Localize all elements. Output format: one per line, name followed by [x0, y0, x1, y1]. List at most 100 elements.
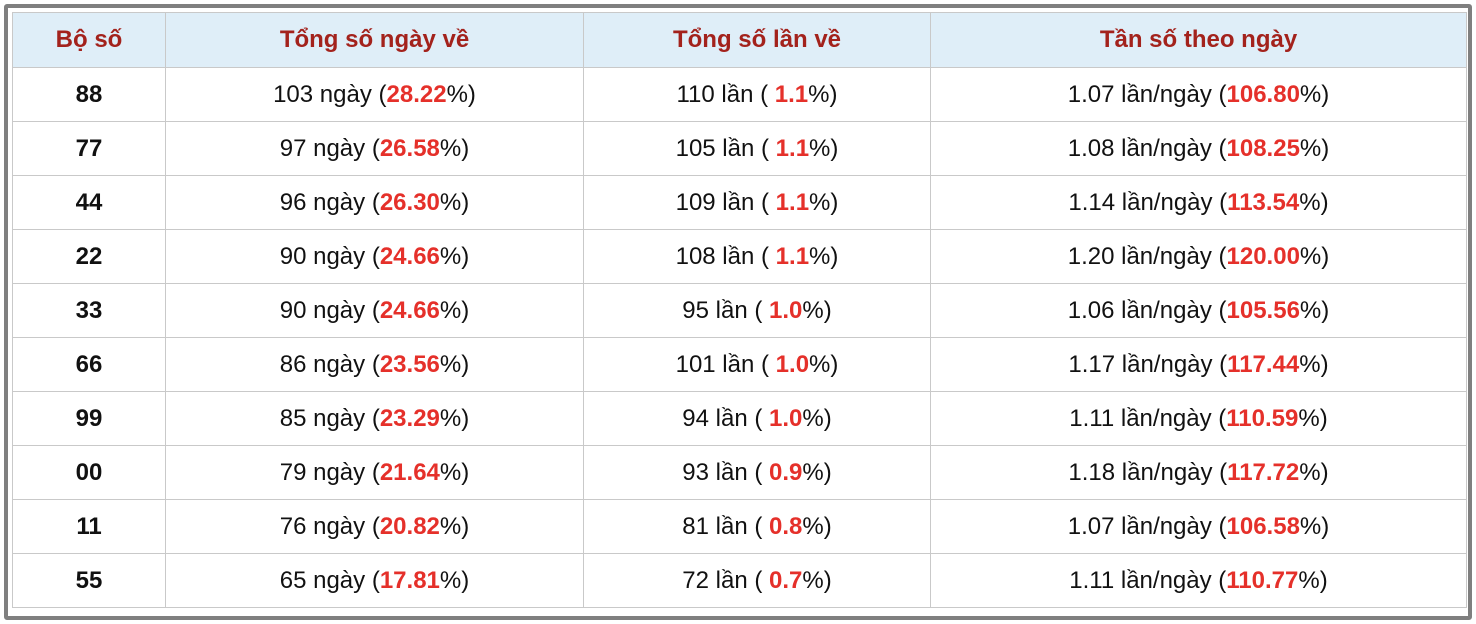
cell-text: %): [809, 350, 839, 378]
cell-text: 90 ngày (: [279, 242, 380, 270]
cell-text: 105 lần (: [675, 134, 776, 162]
times-cell: 81 lần ( 0.8%): [583, 499, 931, 554]
number-set: 66: [12, 337, 166, 392]
cell-text: 1.07 lần/ngày (: [1067, 512, 1227, 540]
column-header: Tần số theo ngày: [930, 12, 1467, 68]
highlight-value: 1.1: [774, 80, 809, 108]
cell-text: 93 lần (: [682, 458, 769, 486]
number-set: 22: [12, 229, 166, 284]
cell-text: %): [439, 458, 470, 486]
cell-text: %): [439, 296, 470, 324]
stats-table: Bộ số Tổng số ngày về Tổng số lần về Tần số…: [12, 12, 1467, 608]
cell-text: 1.11 lần/ngày (: [1069, 566, 1227, 594]
cell-text: %): [802, 512, 832, 540]
times-cell: 93 lần ( 0.9%): [583, 445, 931, 500]
freq-cell: 1.14 lần/ngày (113.54%): [930, 175, 1467, 230]
column-header: Bộ số: [12, 12, 166, 68]
number-set: 99: [12, 391, 166, 446]
freq-cell: 1.18 lần/ngày (117.72%): [930, 445, 1467, 500]
cell-text: 108 lần (: [675, 242, 776, 270]
highlight-value: 23.56: [379, 350, 440, 378]
cell-text: 1.08 lần/ngày (: [1067, 134, 1227, 162]
highlight-value: 1.1: [775, 134, 810, 162]
cell-text: %): [439, 350, 470, 378]
times-cell: 101 lần ( 1.0%): [583, 337, 931, 392]
table-row: 00 79 ngày (21.64%) 93 lần ( 0.9%) 1.18 lần…: [12, 445, 1467, 500]
cell-text: 1.06 lần/ngày (: [1067, 296, 1227, 324]
number-set: 77: [12, 121, 166, 176]
cell-text: %): [809, 242, 839, 270]
days-cell: 79 ngày (21.64%): [165, 445, 584, 500]
table-row: 77 97 ngày (26.58%) 105 lần ( 1.1%) 1.08 lầ…: [12, 121, 1467, 176]
table-row: 22 90 ngày (24.66%) 108 lần ( 1.1%) 1.20 lầ…: [12, 229, 1467, 284]
cell-text: 1.07 lần/ngày (: [1067, 80, 1227, 108]
times-cell: 105 lần ( 1.1%): [583, 121, 931, 176]
number-set: 00: [12, 445, 166, 500]
column-header: Tổng số ngày về: [165, 12, 584, 68]
freq-cell: 1.11 lần/ngày (110.77%): [930, 553, 1467, 608]
table-row: 99 85 ngày (23.29%) 94 lần ( 1.0%) 1.11 lần…: [12, 391, 1467, 446]
cell-text: %): [809, 188, 839, 216]
highlight-value: 106.58: [1226, 512, 1300, 540]
times-cell: 109 lần ( 1.1%): [583, 175, 931, 230]
days-cell: 85 ngày (23.29%): [165, 391, 584, 446]
highlight-value: 110.59: [1226, 404, 1299, 432]
cell-text: 94 lần (: [682, 404, 769, 432]
cell-text: %): [1298, 566, 1328, 594]
highlight-value: 1.0: [769, 404, 803, 432]
cell-text: 95 lần (: [682, 296, 769, 324]
cell-text: %): [1299, 512, 1330, 540]
number-set: 44: [12, 175, 166, 230]
table-body: 88 103 ngày (28.22%) 110 lần ( 1.1%) 1.07 l…: [12, 67, 1467, 608]
table-row: 55 65 ngày (17.81%) 72 lần ( 0.7%) 1.11 lần…: [12, 553, 1467, 608]
header-row: Bộ số Tổng số ngày về Tổng số lần về Tần số…: [12, 12, 1467, 68]
highlight-value: 21.64: [379, 458, 440, 486]
cell-text: %): [439, 512, 470, 540]
highlight-value: 120.00: [1226, 242, 1300, 270]
cell-text: 110 lần (: [676, 80, 775, 108]
cell-text: 1.14 lần/ngày (: [1068, 188, 1228, 216]
cell-text: 72 lần (: [682, 566, 769, 594]
cell-text: %): [1299, 350, 1329, 378]
highlight-value: 1.1: [775, 242, 810, 270]
highlight-value: 26.58: [379, 134, 440, 162]
cell-text: %): [802, 566, 832, 594]
times-cell: 108 lần ( 1.1%): [583, 229, 931, 284]
freq-cell: 1.06 lần/ngày (105.56%): [930, 283, 1467, 338]
cell-text: %): [802, 404, 832, 432]
cell-text: 76 ngày (: [279, 512, 380, 540]
freq-cell: 1.07 lần/ngày (106.58%): [930, 499, 1467, 554]
cell-text: %): [439, 134, 470, 162]
cell-text: %): [802, 458, 832, 486]
days-cell: 90 ngày (24.66%): [165, 229, 584, 284]
days-cell: 90 ngày (24.66%): [165, 283, 584, 338]
highlight-value: 108.25: [1226, 134, 1300, 162]
table-row: 11 76 ngày (20.82%) 81 lần ( 0.8%) 1.07 lần…: [12, 499, 1467, 554]
cell-text: %): [1298, 404, 1328, 432]
highlight-value: 0.9: [769, 458, 803, 486]
days-cell: 103 ngày (28.22%): [165, 67, 584, 122]
cell-text: %): [1299, 134, 1330, 162]
cell-text: 1.17 lần/ngày (: [1068, 350, 1228, 378]
highlight-value: 113.54: [1227, 188, 1300, 216]
cell-text: 65 ngày (: [279, 566, 380, 594]
number-set: 11: [12, 499, 166, 554]
table-row: 66 86 ngày (23.56%) 101 lần ( 1.0%) 1.17 lầ…: [12, 337, 1467, 392]
table-frame: Bộ số Tổng số ngày về Tổng số lần về Tần số…: [4, 4, 1472, 620]
days-cell: 96 ngày (26.30%): [165, 175, 584, 230]
freq-cell: 1.11 lần/ngày (110.59%): [930, 391, 1467, 446]
highlight-value: 24.66: [379, 242, 440, 270]
cell-text: 97 ngày (: [279, 134, 380, 162]
cell-text: %): [808, 80, 838, 108]
freq-cell: 1.08 lần/ngày (108.25%): [930, 121, 1467, 176]
cell-text: %): [1299, 458, 1329, 486]
cell-text: 109 lần (: [675, 188, 776, 216]
cell-text: 1.11 lần/ngày (: [1069, 404, 1227, 432]
cell-text: 85 ngày (: [279, 404, 380, 432]
highlight-value: 20.82: [379, 512, 440, 540]
freq-cell: 1.20 lần/ngày (120.00%): [930, 229, 1467, 284]
times-cell: 72 lần ( 0.7%): [583, 553, 931, 608]
highlight-value: 117.44: [1227, 350, 1300, 378]
cell-text: %): [439, 242, 470, 270]
table-row: 44 96 ngày (26.30%) 109 lần ( 1.1%) 1.14 lầ…: [12, 175, 1467, 230]
